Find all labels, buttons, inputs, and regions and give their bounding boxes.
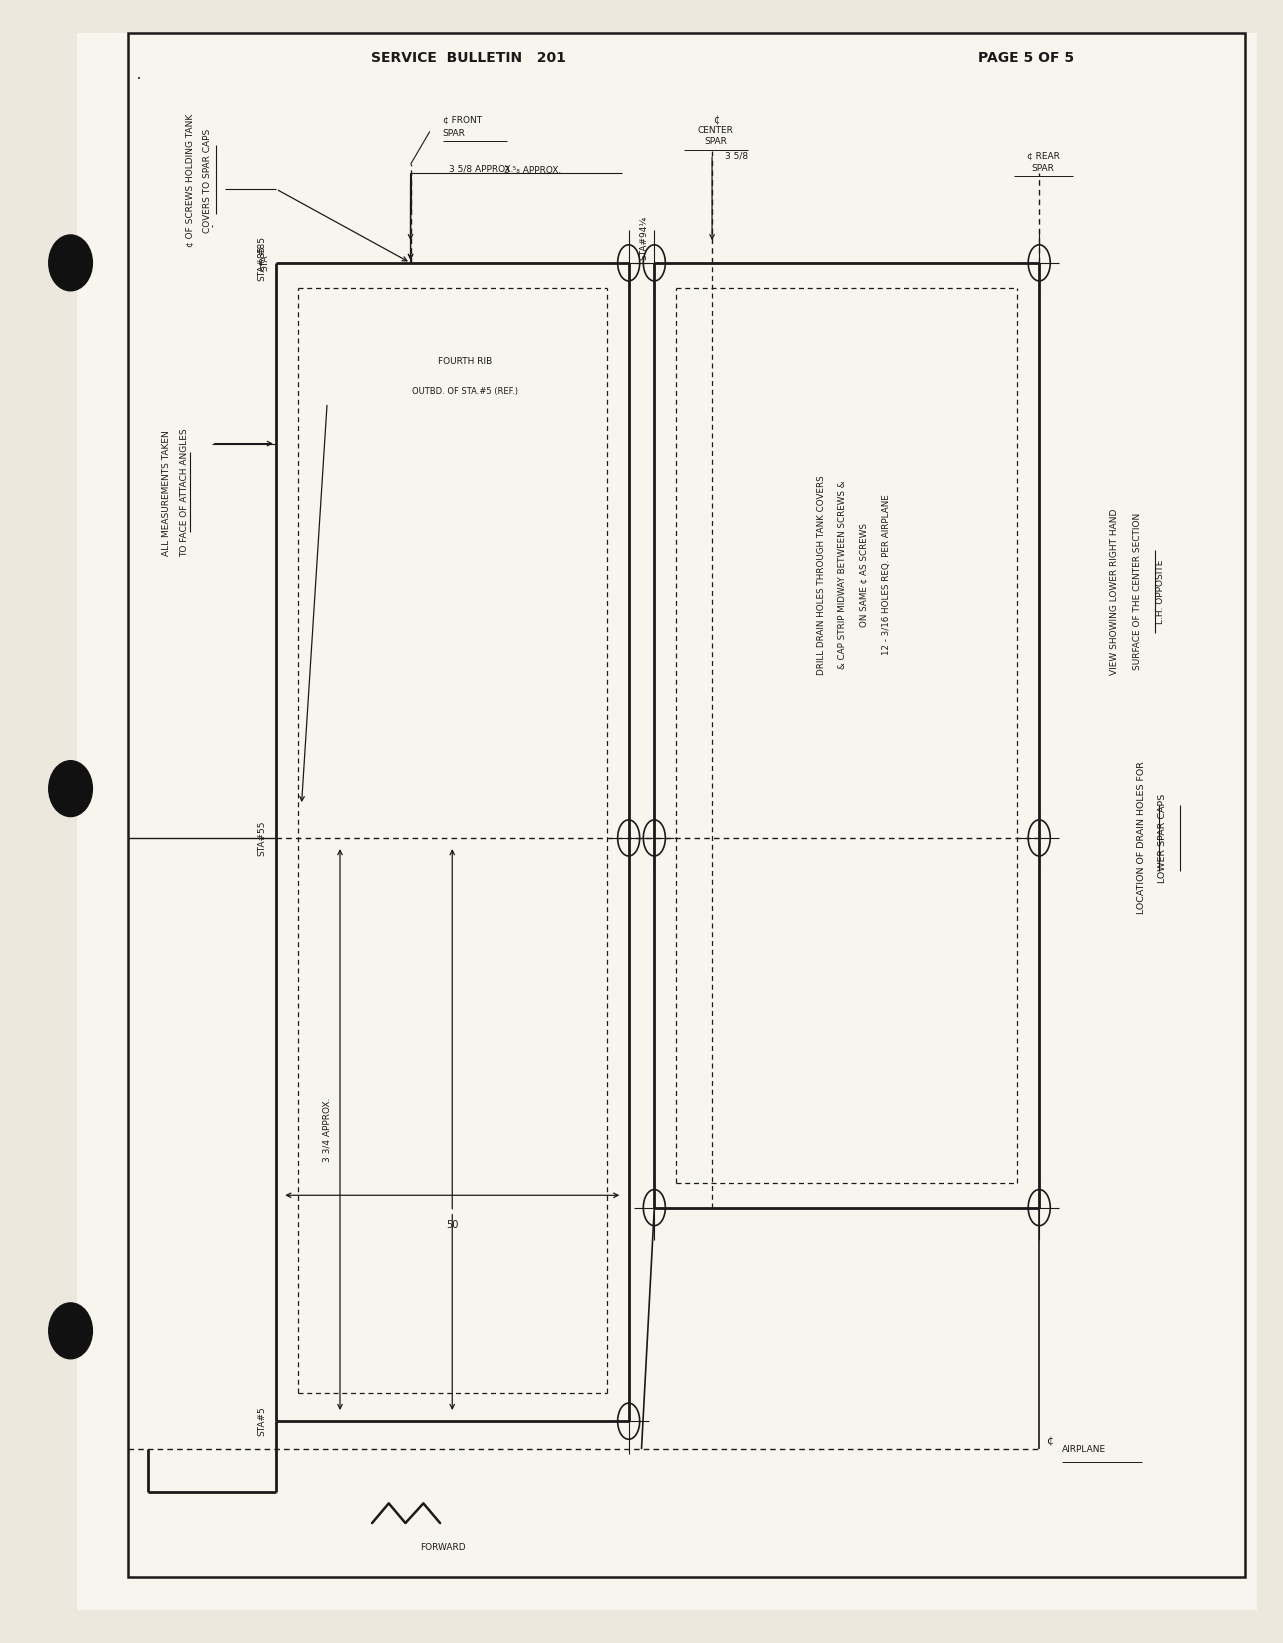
- Text: ALL MEASUREMENTS TAKEN: ALL MEASUREMENTS TAKEN: [162, 430, 172, 555]
- Text: SURFACE OF THE CENTER SECTION: SURFACE OF THE CENTER SECTION: [1133, 513, 1142, 670]
- Text: LOCATION OF DRAIN HOLES FOR: LOCATION OF DRAIN HOLES FOR: [1137, 761, 1147, 915]
- Text: COVERS TO SPAR CAPS: COVERS TO SPAR CAPS: [203, 128, 213, 233]
- Text: AIRPLANE: AIRPLANE: [1062, 1444, 1106, 1454]
- Text: STA#55: STA#55: [258, 820, 267, 856]
- Text: L.H. OPPOSITE: L.H. OPPOSITE: [1156, 559, 1165, 624]
- Text: 3 ⁵₈ APPROX.: 3 ⁵₈ APPROX.: [504, 166, 561, 176]
- Text: CENTER: CENTER: [698, 127, 734, 135]
- Text: PAGE 5 OF 5: PAGE 5 OF 5: [979, 51, 1074, 64]
- Text: 12 - 3/16 HOLES REQ. PER AIRPLANE: 12 - 3/16 HOLES REQ. PER AIRPLANE: [881, 495, 892, 656]
- Text: ¢ OF SCREWS HOLDING TANK: ¢ OF SCREWS HOLDING TANK: [185, 113, 195, 248]
- Text: 3 5/8: 3 5/8: [725, 151, 748, 161]
- Text: SPAR: SPAR: [704, 138, 727, 146]
- Text: SPAR: SPAR: [1032, 164, 1055, 173]
- Text: STA#5: STA#5: [258, 1406, 267, 1436]
- Text: & CAP STRIP MIDWAY BETWEEN SCREWS &: & CAP STRIP MIDWAY BETWEEN SCREWS &: [838, 481, 848, 669]
- Text: DRILL DRAIN HOLES THROUGH TANK COVERS: DRILL DRAIN HOLES THROUGH TANK COVERS: [816, 475, 826, 675]
- Circle shape: [49, 235, 92, 291]
- Text: STA#85: STA#85: [258, 245, 267, 281]
- Text: FORWARD: FORWARD: [420, 1543, 466, 1553]
- Text: 3 5/8 APPROX.: 3 5/8 APPROX.: [449, 164, 513, 174]
- Text: ¢: ¢: [1046, 1436, 1052, 1446]
- Circle shape: [49, 1303, 92, 1359]
- Text: STA#94¼: STA#94¼: [639, 217, 648, 260]
- Text: 50: 50: [446, 1219, 458, 1231]
- Circle shape: [49, 761, 92, 817]
- Text: SPAR: SPAR: [443, 130, 466, 138]
- Text: #85: #85: [257, 235, 267, 255]
- Text: TO FACE OF ATTACH ANGLES: TO FACE OF ATTACH ANGLES: [180, 429, 190, 557]
- Text: LOWER SPAR CAPS: LOWER SPAR CAPS: [1157, 794, 1168, 882]
- Text: ¢ REAR: ¢ REAR: [1026, 153, 1060, 161]
- Text: ¢ FRONT: ¢ FRONT: [443, 117, 481, 125]
- Text: ON SAME ¢ AS SCREWS: ON SAME ¢ AS SCREWS: [860, 522, 870, 628]
- Text: OUTBD. OF STA.#5 (REF.): OUTBD. OF STA.#5 (REF.): [412, 386, 518, 396]
- Text: ¢: ¢: [713, 115, 718, 125]
- Text: STA: STA: [260, 255, 269, 271]
- Text: •: •: [136, 76, 141, 82]
- Text: SERVICE  BULLETIN   201: SERVICE BULLETIN 201: [371, 51, 566, 64]
- Text: 3 3/4 APPROX.: 3 3/4 APPROX.: [322, 1098, 332, 1162]
- Bar: [128, 33, 1245, 1577]
- Text: VIEW SHOWING LOWER RIGHT HAND: VIEW SHOWING LOWER RIGHT HAND: [1110, 508, 1119, 675]
- Text: FOURTH RIB: FOURTH RIB: [438, 357, 493, 366]
